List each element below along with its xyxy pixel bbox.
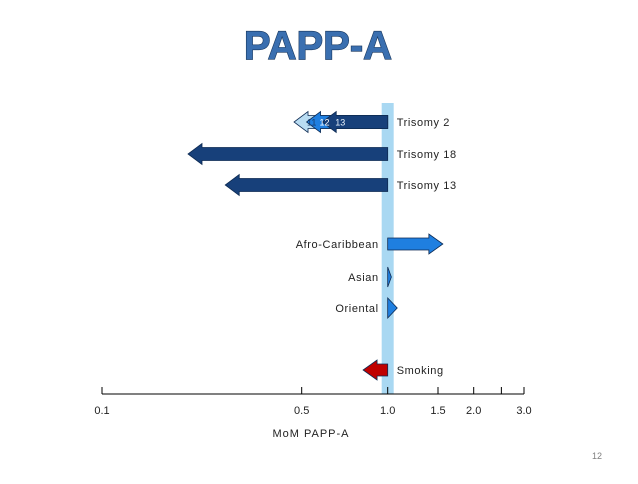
- bar-afro-caribbean: [387, 233, 444, 255]
- bar-labels-group: 11 12 13 Trisomy 2 Trisomy 18 Trisomy 13 Afro-…: [296, 117, 457, 377]
- x-tick-label-0-5: 0.5: [294, 405, 309, 417]
- label-trisomy-21: Trisomy 2: [397, 117, 450, 129]
- x-tick-label-2: 2.0: [466, 405, 481, 417]
- bars-group: [187, 110, 444, 381]
- label-smoking: Smoking: [397, 365, 444, 377]
- x-tick-label-0-1: 0.1: [94, 405, 109, 417]
- label-trisomy-13: Trisomy 13: [397, 180, 457, 192]
- gestation-label-13: 13: [335, 118, 345, 128]
- bar-trisomy-13: [224, 173, 389, 197]
- gestation-label-12: 12: [320, 118, 330, 128]
- bar-asian: [387, 266, 392, 288]
- gestation-label-11: 11: [307, 118, 316, 128]
- label-afro-caribbean: Afro-Caribbean: [296, 239, 379, 251]
- bar-trisomy-18: [187, 142, 389, 166]
- bar-smoking: [362, 359, 389, 381]
- label-oriental: Oriental: [335, 303, 378, 315]
- label-trisomy-18: Trisomy 18: [397, 149, 457, 161]
- x-tick-label-1-5: 1.5: [430, 405, 445, 417]
- page-number: 12: [592, 451, 602, 461]
- x-tick-label-3: 3.0: [516, 405, 531, 417]
- bar-trisomy-21-week-13: [321, 110, 389, 134]
- bar-oriental: [387, 297, 398, 319]
- x-tick-label-1: 1.0: [380, 405, 395, 417]
- slide-title: PAPP-A: [244, 24, 392, 68]
- label-asian: Asian: [348, 272, 379, 284]
- x-axis-title: MoM PAPP-A: [272, 428, 349, 440]
- x-ticks-group: 0.1 0.5 1.0 1.5 2.0 3.0: [94, 387, 532, 417]
